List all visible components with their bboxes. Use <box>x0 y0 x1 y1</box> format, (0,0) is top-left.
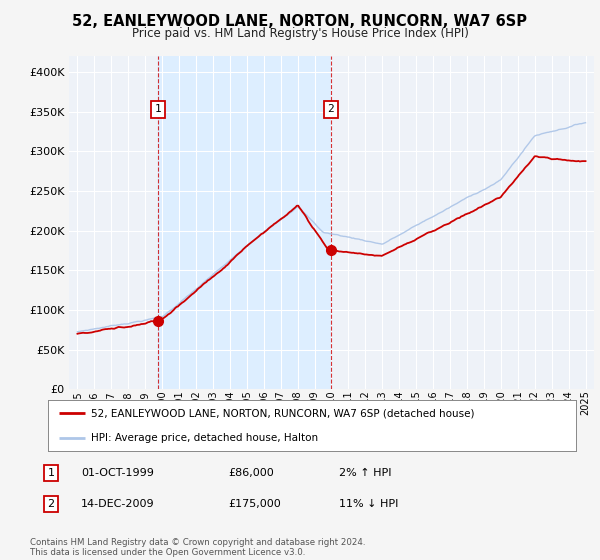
Text: 2: 2 <box>47 499 55 509</box>
Text: Price paid vs. HM Land Registry's House Price Index (HPI): Price paid vs. HM Land Registry's House … <box>131 27 469 40</box>
Text: 11% ↓ HPI: 11% ↓ HPI <box>339 499 398 509</box>
Text: HPI: Average price, detached house, Halton: HPI: Average price, detached house, Halt… <box>91 433 319 443</box>
Bar <box>158 56 331 389</box>
Text: £175,000: £175,000 <box>228 499 281 509</box>
Text: 52, EANLEYWOOD LANE, NORTON, RUNCORN, WA7 6SP (detached house): 52, EANLEYWOOD LANE, NORTON, RUNCORN, WA… <box>91 408 475 418</box>
Text: 2% ↑ HPI: 2% ↑ HPI <box>339 468 391 478</box>
Text: 1: 1 <box>47 468 55 478</box>
Text: 52, EANLEYWOOD LANE, NORTON, RUNCORN, WA7 6SP: 52, EANLEYWOOD LANE, NORTON, RUNCORN, WA… <box>73 14 527 29</box>
Text: 01-OCT-1999: 01-OCT-1999 <box>81 468 154 478</box>
Text: 14-DEC-2009: 14-DEC-2009 <box>81 499 155 509</box>
Text: Contains HM Land Registry data © Crown copyright and database right 2024.
This d: Contains HM Land Registry data © Crown c… <box>30 538 365 557</box>
Text: £86,000: £86,000 <box>228 468 274 478</box>
Text: 1: 1 <box>155 104 161 114</box>
Text: 2: 2 <box>328 104 334 114</box>
